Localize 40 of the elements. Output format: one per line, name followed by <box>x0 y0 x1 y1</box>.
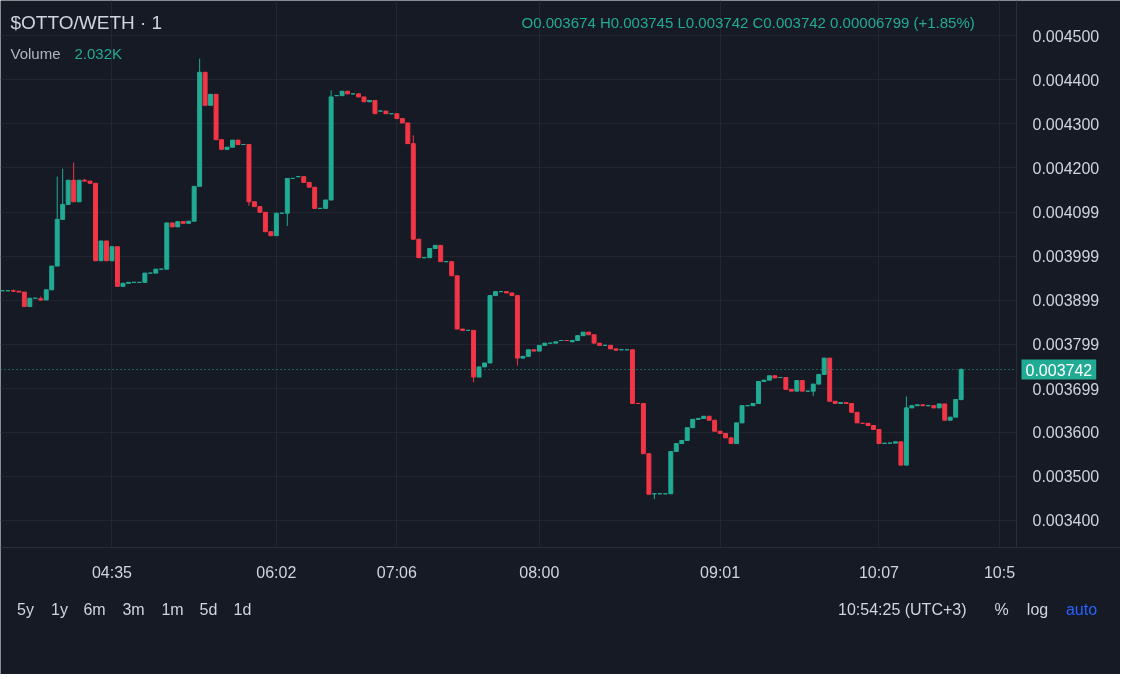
x-tick-label: 04:35 <box>91 563 133 581</box>
text: 5d <box>199 601 218 618</box>
y-tick-label: 0.004300 <box>1032 115 1100 133</box>
candlestick <box>71 162 77 203</box>
candlestick <box>98 240 104 262</box>
text: 5y <box>17 601 34 618</box>
y-tick-label: 0.004400 <box>1032 71 1100 89</box>
text: 3m <box>122 601 145 618</box>
y-tick-label: 0.003899 <box>1032 292 1100 310</box>
y-tick-label: 0.003400 <box>1032 512 1100 530</box>
annotation: Volume <box>10 45 61 62</box>
y-tick-label: 0.003500 <box>1032 468 1100 486</box>
x-tick-label: 09:01 <box>700 563 741 581</box>
text: 1y <box>51 601 68 618</box>
x-tick-label: 10:07 <box>858 563 900 581</box>
x-tick-label: 06:02 <box>256 563 297 581</box>
y-tick-label: 0.003699 <box>1032 380 1100 398</box>
y-tick-label: 0.003999 <box>1032 248 1100 266</box>
text: $OTTO/WETH · 1 <box>10 12 163 33</box>
candlestick <box>104 240 109 262</box>
x-tick-label: 10:5 <box>983 563 1016 581</box>
text: 10:54:25 (UTC+3) <box>837 601 967 618</box>
x-tick-label: 08:00 <box>519 563 560 581</box>
y-tick-label: 0.004099 <box>1032 204 1100 222</box>
annotation: 2.032K <box>74 45 123 62</box>
y-tick-label: 0.004200 <box>1032 159 1100 177</box>
y-tick-label: 0.003600 <box>1032 424 1100 442</box>
text: 1m <box>161 601 184 618</box>
text: 6m <box>83 601 106 618</box>
annotation: O0.003674 H0.003745 L0.003742 C0.003742 0.00006799 (+1.85%) <box>521 14 975 31</box>
text: % <box>994 601 1009 618</box>
y-tick-label: 0.004500 <box>1032 27 1100 45</box>
text: auto <box>1065 601 1098 618</box>
text: 1d <box>233 601 252 618</box>
ref-line-label: 0.003742 <box>1025 361 1093 379</box>
candlestick <box>76 179 82 203</box>
y-tick-label: 0.003799 <box>1032 336 1100 354</box>
candlestick <box>898 441 904 466</box>
text: log <box>1026 601 1049 618</box>
x-tick-label: 07:06 <box>376 563 417 581</box>
